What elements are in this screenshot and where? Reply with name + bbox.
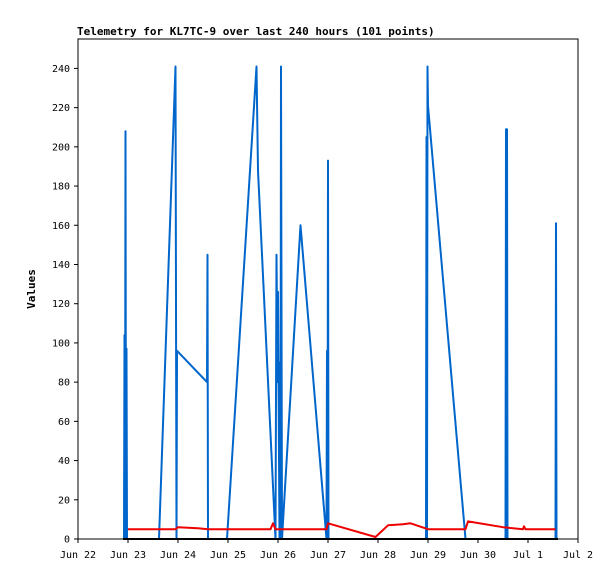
y-tick-label: 240 (52, 64, 70, 75)
y-tick-label: 180 (52, 182, 70, 193)
x-tick-label: Jun 26 (260, 550, 296, 561)
y-tick-label: 220 (52, 103, 70, 114)
y-tick-label: 200 (52, 142, 70, 153)
y-tick-label: 100 (52, 338, 70, 349)
y-tick-label: 140 (52, 260, 70, 271)
y-tick-label: 40 (58, 456, 70, 467)
y-tick-label: 80 (58, 378, 70, 389)
series-layer (123, 65, 558, 540)
chart-title: Telemetry for KL7TC-9 over last 240 hour… (77, 25, 435, 38)
x-tick-label: Jun 25 (210, 550, 246, 561)
x-tick-label: Jun 24 (160, 550, 196, 561)
x-tick-label: Jul 2 (563, 550, 593, 561)
y-tick-label: 160 (52, 221, 70, 232)
y-tick-label: 20 (58, 495, 70, 506)
x-tick-label: Jun 30 (460, 550, 496, 561)
y-axis: 0 20 40 60 80 100 120 140 160 180 200 220 240 (52, 64, 78, 546)
x-tick-label: Jun 23 (110, 550, 146, 561)
x-axis: Jun 22 Jun 23 Jun 24 Jun 25 Jun 26 Jun 27 Jun … (60, 539, 593, 561)
y-tick-label: 0 (64, 535, 70, 546)
y-axis-label: Values (25, 269, 38, 309)
y-tick-label: 60 (58, 417, 70, 428)
series-line-2 (128, 520, 556, 538)
x-tick-label: Jul 1 (513, 550, 543, 561)
x-tick-label: Jun 22 (60, 550, 96, 561)
x-tick-label: Jun 29 (410, 550, 446, 561)
x-tick-label: Jun 28 (360, 550, 396, 561)
y-tick-label: 120 (52, 299, 70, 310)
x-tick-label: Jun 27 (310, 550, 346, 561)
